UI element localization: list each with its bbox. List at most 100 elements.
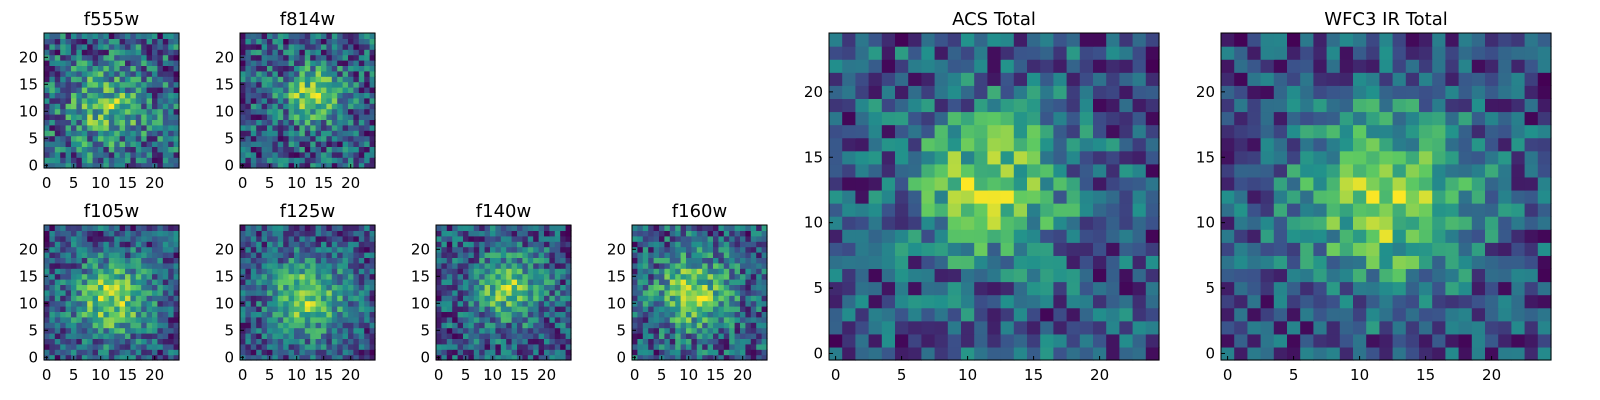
heatmap-cell <box>642 262 649 269</box>
heatmap-cell <box>54 252 61 258</box>
heatmap-cell <box>1079 294 1094 309</box>
heatmap-cell <box>304 354 311 361</box>
panel-title: f125w <box>280 201 335 222</box>
heatmap-cell <box>353 284 360 291</box>
heatmap-cell <box>718 311 725 318</box>
heatmap-cell <box>103 316 110 323</box>
heatmap-cell <box>168 311 175 318</box>
heatmap-cell <box>1313 281 1328 296</box>
heatmap-cell <box>490 284 496 291</box>
heatmap-cell <box>921 242 936 256</box>
heatmap-cell <box>267 97 273 104</box>
heatmap-cell <box>146 141 153 147</box>
heatmap-cell <box>141 241 148 248</box>
heatmap-cell <box>54 124 61 131</box>
heatmap-cell <box>1221 268 1235 283</box>
heatmap-cell <box>250 92 257 99</box>
heatmap-cell <box>250 65 257 72</box>
heatmap-cell <box>648 333 655 339</box>
heatmap-cell <box>761 338 768 345</box>
heatmap-cell <box>168 38 175 45</box>
heatmap-cell <box>321 241 327 248</box>
heatmap-cell <box>947 333 962 348</box>
heatmap-cell <box>108 300 115 307</box>
heatmap-cell <box>544 268 550 275</box>
heatmap-cell <box>522 322 529 329</box>
heatmap-cell <box>173 252 180 258</box>
heatmap-cell <box>934 189 949 204</box>
heatmap-cell <box>895 150 909 165</box>
heatmap-cell <box>135 300 142 307</box>
heatmap-cell <box>500 349 507 356</box>
heatmap-cell <box>92 124 99 131</box>
heatmap-cell <box>119 327 126 334</box>
heatmap-cell <box>723 295 730 302</box>
heatmap-cell <box>947 72 962 86</box>
heatmap-cell <box>173 151 180 158</box>
x-tick-label: 20 <box>341 174 360 192</box>
y-tick-label: 10 <box>804 214 823 232</box>
heatmap-cell <box>98 268 104 275</box>
heatmap-cell <box>1313 307 1328 322</box>
heatmap-cell <box>60 333 67 339</box>
heatmap-cell <box>734 252 741 258</box>
heatmap-cell <box>283 33 290 39</box>
heatmap-cell <box>245 257 252 264</box>
heatmap-cell <box>549 257 556 264</box>
heatmap-cell <box>1066 176 1081 191</box>
heatmap-cell <box>168 162 175 169</box>
heatmap-cell <box>369 252 376 258</box>
heatmap-cell <box>1221 137 1235 152</box>
heatmap-cell <box>961 85 975 99</box>
heatmap-cell <box>272 333 279 339</box>
heatmap-cell <box>947 346 962 361</box>
heatmap-cell <box>114 33 121 39</box>
heatmap-cell <box>1458 150 1473 165</box>
heatmap-cell <box>500 311 507 318</box>
heatmap-cell <box>54 108 61 115</box>
heatmap-cell <box>761 289 768 296</box>
heatmap-cell <box>277 162 284 169</box>
heatmap-cell <box>294 130 300 137</box>
heatmap-cell <box>299 333 306 339</box>
heatmap-cell <box>1458 242 1473 256</box>
heatmap-cell <box>648 257 655 264</box>
heatmap-cell <box>1471 216 1486 230</box>
heatmap-cell <box>1119 229 1134 243</box>
heatmap-cell <box>49 311 56 318</box>
heatmap-cell <box>135 97 142 104</box>
heatmap-cell <box>152 108 158 115</box>
heatmap-cell <box>168 49 175 56</box>
heatmap-cell <box>756 311 763 318</box>
heatmap-cell <box>675 338 682 345</box>
heatmap-cell <box>1392 294 1407 309</box>
heatmap-cell <box>500 284 507 291</box>
heatmap-cell <box>114 119 121 126</box>
heatmap-cell <box>157 273 164 280</box>
heatmap-cell <box>71 279 77 285</box>
heatmap-cell <box>1013 189 1028 204</box>
heatmap-cell <box>1132 320 1147 335</box>
heatmap-cell <box>908 98 922 113</box>
heatmap-cell <box>261 130 268 137</box>
heatmap-cell <box>98 327 104 334</box>
heatmap-cell <box>103 141 110 147</box>
heatmap-cell <box>114 316 121 323</box>
heatmap-cell <box>152 235 158 242</box>
heatmap-cell <box>119 354 126 361</box>
heatmap-cell <box>331 316 338 323</box>
heatmap-cell <box>326 284 333 291</box>
heatmap-cell <box>125 225 131 231</box>
heatmap-cell <box>1419 268 1433 283</box>
heatmap-cell <box>702 311 709 318</box>
heatmap-cell <box>473 322 480 329</box>
heatmap-cell <box>65 284 72 291</box>
heatmap-cell <box>283 262 290 269</box>
heatmap-cell <box>947 163 962 178</box>
heatmap-cell <box>1405 216 1420 230</box>
heatmap-cell <box>702 322 709 329</box>
heatmap-cell <box>315 87 322 93</box>
heatmap-cell <box>908 203 922 217</box>
heatmap-cell <box>98 65 104 72</box>
heatmap-cell <box>1000 320 1015 335</box>
